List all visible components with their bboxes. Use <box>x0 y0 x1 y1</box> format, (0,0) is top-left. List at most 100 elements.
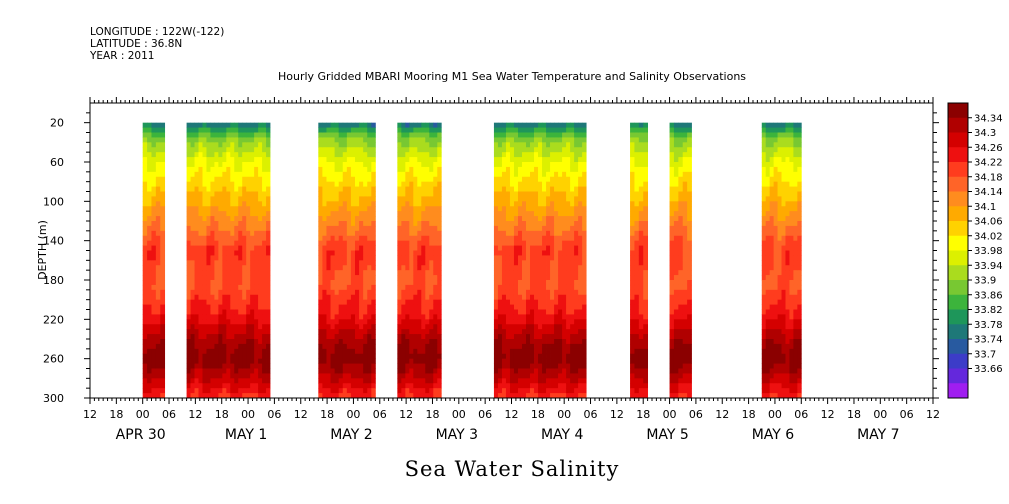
cell <box>550 314 555 320</box>
cell <box>517 245 523 251</box>
cell <box>425 206 430 212</box>
cell <box>429 299 434 305</box>
cell <box>202 339 207 345</box>
cell <box>781 368 786 374</box>
cell <box>509 304 515 310</box>
cell <box>417 324 422 330</box>
cell <box>570 162 575 168</box>
cell <box>238 255 243 261</box>
cell <box>437 329 442 335</box>
cell <box>363 373 368 379</box>
cell <box>530 191 535 197</box>
cell <box>206 176 211 183</box>
cell <box>142 304 148 310</box>
cell <box>562 309 567 315</box>
cell <box>222 166 227 173</box>
cell <box>773 368 778 374</box>
cell <box>542 260 547 266</box>
cell <box>326 196 331 202</box>
cell <box>417 186 422 192</box>
cell <box>643 378 649 384</box>
cell <box>330 334 336 340</box>
cell <box>566 166 571 173</box>
cell <box>761 339 767 345</box>
cell <box>254 162 259 168</box>
cell <box>160 348 166 355</box>
cell <box>238 270 243 276</box>
cell <box>678 373 684 379</box>
cell <box>218 255 223 261</box>
cell <box>363 348 368 355</box>
cell <box>210 157 215 163</box>
cell <box>405 166 410 173</box>
cell <box>371 343 376 350</box>
cell <box>558 280 563 286</box>
cell <box>186 166 191 173</box>
cell <box>558 132 563 138</box>
cell <box>425 358 430 364</box>
cell <box>250 368 255 374</box>
cell <box>322 270 327 276</box>
cell <box>226 260 231 266</box>
cell <box>397 388 402 394</box>
cell <box>522 152 527 158</box>
cell <box>210 142 215 148</box>
cell <box>160 225 166 232</box>
cell <box>777 299 782 305</box>
cell <box>517 255 523 261</box>
cell <box>493 270 499 276</box>
cell <box>550 225 555 232</box>
cell <box>234 309 239 315</box>
cell <box>230 255 235 261</box>
cell <box>147 171 152 178</box>
cell <box>522 137 527 143</box>
cell <box>517 383 523 389</box>
cell <box>437 230 442 237</box>
cell <box>222 235 227 242</box>
cell <box>397 122 402 128</box>
cell <box>505 393 511 399</box>
cell <box>194 304 199 310</box>
cell <box>773 250 778 256</box>
cell <box>371 270 376 276</box>
cell <box>669 147 675 153</box>
cell <box>493 388 499 394</box>
cell <box>570 260 575 266</box>
cell <box>509 309 515 315</box>
cell <box>417 132 422 138</box>
cell <box>359 378 364 384</box>
cell <box>554 216 559 222</box>
cell <box>578 343 583 350</box>
cell <box>417 230 422 237</box>
cell <box>558 245 563 251</box>
cell <box>643 324 649 330</box>
cell <box>409 206 414 212</box>
cell <box>509 324 515 330</box>
cell <box>550 393 555 399</box>
cell <box>769 383 775 389</box>
cell <box>517 191 523 197</box>
cell <box>334 294 340 301</box>
cell <box>687 216 692 222</box>
cell <box>558 176 563 183</box>
cell <box>669 319 675 325</box>
cell <box>363 339 368 345</box>
cell <box>371 152 376 158</box>
cell <box>509 289 515 296</box>
cell <box>550 373 555 379</box>
cell <box>421 393 426 399</box>
cell <box>582 152 587 158</box>
cell <box>673 265 679 271</box>
cell <box>682 240 688 246</box>
cell <box>673 132 679 138</box>
cell <box>505 319 511 325</box>
cell <box>517 319 523 325</box>
cell <box>266 132 271 138</box>
cell <box>405 142 410 148</box>
cell <box>773 304 778 310</box>
cell <box>342 294 348 301</box>
cell <box>238 132 243 138</box>
cell <box>250 334 255 340</box>
cell <box>363 166 368 173</box>
cell <box>206 270 211 276</box>
